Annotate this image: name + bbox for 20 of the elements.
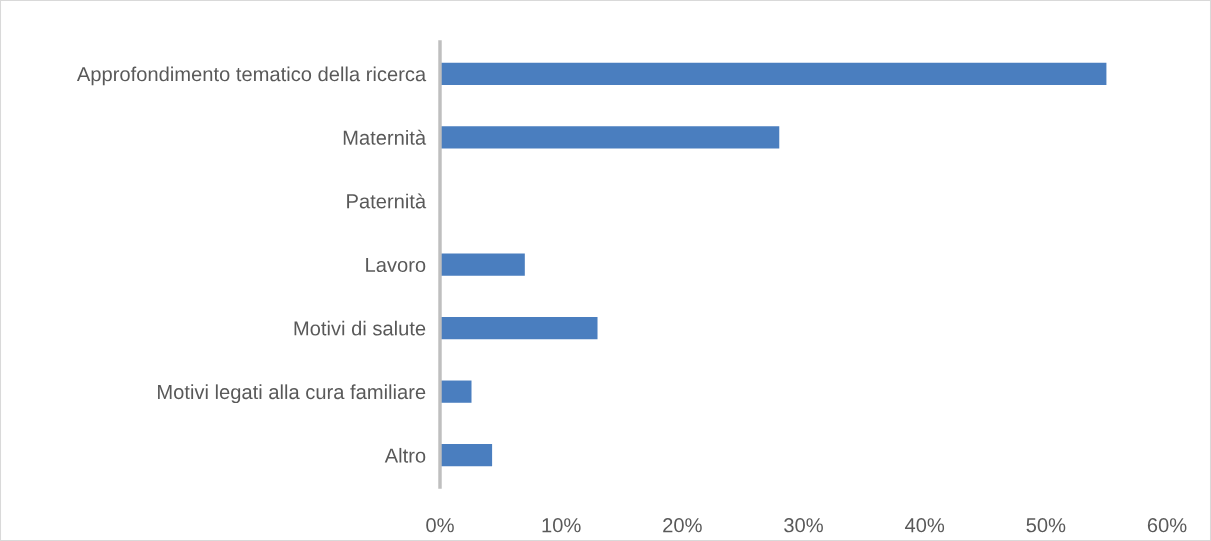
x-tick-label: 30% <box>784 518 823 533</box>
y-tick-label: Maternità <box>343 129 427 145</box>
x-tick-label: 40% <box>904 518 945 533</box>
y-tick-label: Lavoro <box>366 257 426 272</box>
x-tick-label: 50% <box>1026 518 1066 533</box>
y-tick-label: Motivi legati alla cura familiare <box>158 384 426 404</box>
x-tick-label: 60% <box>1147 518 1187 533</box>
x-tick-label: 10% <box>542 518 581 533</box>
y-tick-label: Motivi di salute <box>294 320 426 336</box>
bar <box>440 380 472 403</box>
x-tick-label: 20% <box>663 518 702 533</box>
bar <box>440 444 493 467</box>
y-tick-label: Paternità <box>347 193 427 209</box>
y-tick-label: Approfondimento tematico della ricerca <box>76 66 427 86</box>
bar <box>440 253 525 276</box>
x-tick-label: 0% <box>426 518 454 533</box>
y-tick-label: Altro <box>384 447 426 463</box>
bar <box>440 126 780 149</box>
bar <box>440 316 598 340</box>
bar <box>440 62 1107 85</box>
